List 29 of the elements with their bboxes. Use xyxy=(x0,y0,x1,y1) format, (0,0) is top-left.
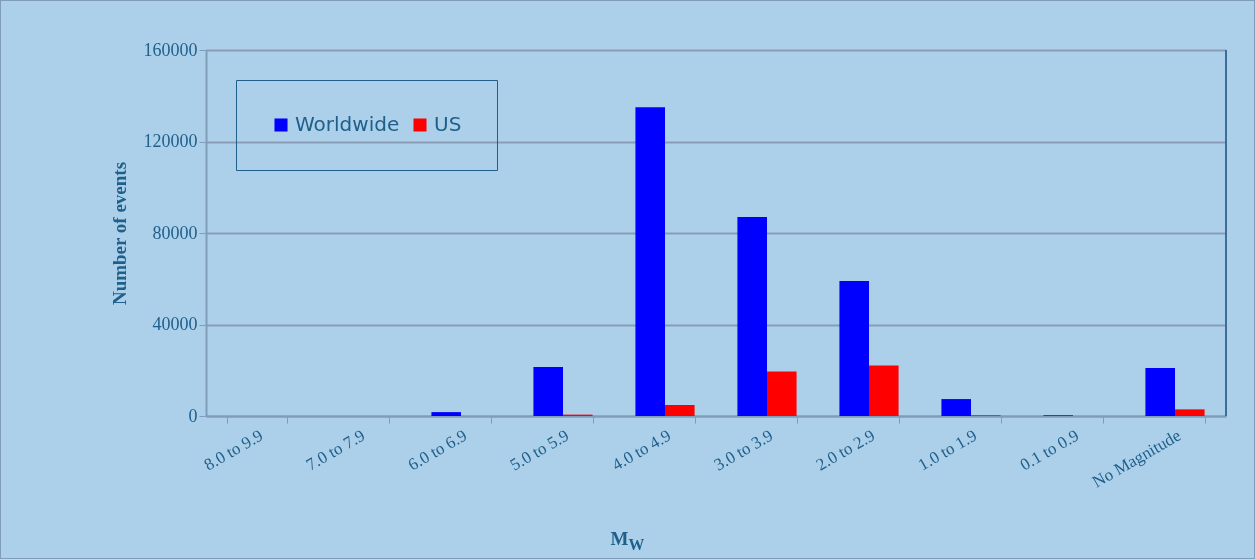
x-tick-label: 0.1 to 0.9 xyxy=(1016,425,1082,475)
x-tick-label: 8.0 to 9.9 xyxy=(200,425,266,475)
bar xyxy=(737,216,767,416)
x-axis-title: M$_{W}$ xyxy=(609,528,646,554)
bar xyxy=(941,399,971,416)
y-tick-label: 160000 xyxy=(143,39,198,60)
bar xyxy=(635,107,665,416)
x-tick-label: 4.0 to 4.9 xyxy=(608,425,674,475)
x-tick-label: 6.0 to 6.9 xyxy=(404,425,470,475)
x-tick-label: 3.0 to 3.9 xyxy=(710,425,776,475)
bar xyxy=(767,371,797,416)
bar xyxy=(869,365,899,416)
bar xyxy=(839,281,869,416)
y-tick-label: 80000 xyxy=(152,222,198,243)
y-tick-label: 0 xyxy=(188,405,198,426)
bar xyxy=(431,412,461,416)
bar xyxy=(533,367,563,416)
x-tick-label: 1.0 to 1.9 xyxy=(914,425,980,475)
y-axis-title: Number of events xyxy=(108,161,130,306)
legend-label: Worldwide xyxy=(295,112,400,136)
x-tick-label: 7.0 to 7.9 xyxy=(302,425,368,475)
bar xyxy=(1175,409,1205,416)
legend-label: US xyxy=(434,112,462,136)
x-tick-label: 2.0 to 2.9 xyxy=(812,425,878,475)
x-tick-label: 5.0 to 5.9 xyxy=(506,425,572,475)
y-tick-label: 40000 xyxy=(152,314,198,334)
bar xyxy=(665,405,695,416)
y-tick-label: 120000 xyxy=(143,131,198,151)
bar xyxy=(1145,367,1175,416)
